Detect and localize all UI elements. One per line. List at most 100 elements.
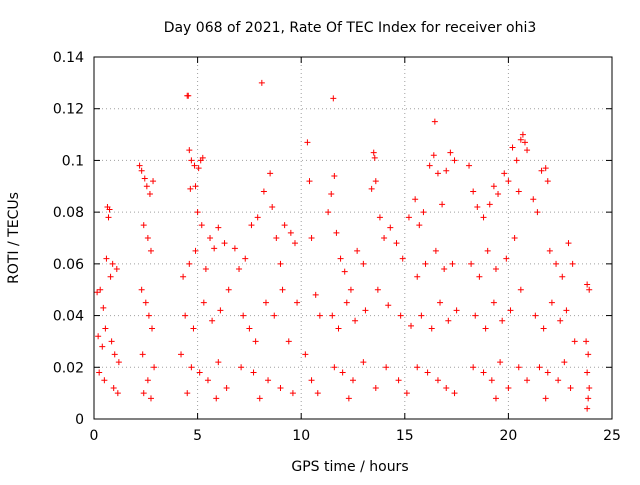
y-tick-label: 0.06	[53, 257, 84, 273]
data-point	[115, 359, 122, 366]
data-point	[178, 351, 185, 358]
data-point	[484, 247, 491, 254]
data-point	[513, 157, 520, 164]
data-point	[565, 240, 572, 247]
data-point	[150, 178, 157, 185]
data-point	[287, 229, 294, 236]
data-point	[246, 325, 253, 332]
data-point	[138, 167, 145, 174]
data-point	[443, 167, 450, 174]
data-point	[553, 260, 560, 267]
data-point	[585, 395, 592, 402]
data-point	[480, 369, 487, 376]
data-point	[385, 302, 392, 309]
data-point	[335, 325, 342, 332]
data-point	[505, 178, 512, 185]
data-point	[431, 118, 438, 125]
data-point	[325, 209, 332, 216]
data-point	[199, 154, 206, 161]
data-point	[330, 95, 337, 102]
data-point	[107, 273, 114, 280]
data-point	[524, 147, 531, 154]
data-point	[530, 196, 537, 203]
data-point	[149, 325, 156, 332]
data-point	[451, 390, 458, 397]
data-point	[254, 214, 261, 221]
data-point	[140, 222, 147, 229]
data-point	[557, 317, 564, 324]
data-point	[414, 273, 421, 280]
data-point	[534, 209, 541, 216]
scatter-points	[94, 79, 593, 412]
data-point	[428, 325, 435, 332]
data-point	[561, 359, 568, 366]
data-point	[486, 201, 493, 208]
data-point	[563, 307, 570, 314]
data-point	[312, 291, 319, 298]
data-point	[188, 157, 195, 164]
data-point	[468, 260, 475, 267]
data-point	[453, 307, 460, 314]
y-tick-label: 0.02	[53, 360, 84, 376]
data-point	[329, 312, 336, 319]
data-point	[188, 364, 195, 371]
data-point	[474, 203, 481, 210]
data-point	[343, 299, 350, 306]
data-point	[441, 266, 448, 273]
data-point	[422, 260, 429, 267]
data-point	[443, 384, 450, 391]
data-point	[101, 377, 108, 384]
x-tick-label: 20	[499, 428, 517, 444]
data-point	[515, 364, 522, 371]
data-point	[294, 299, 301, 306]
data-point	[223, 384, 230, 391]
data-point	[567, 384, 574, 391]
data-point	[289, 390, 296, 397]
data-point	[571, 338, 578, 345]
data-point	[316, 312, 323, 319]
data-point	[185, 92, 192, 99]
data-point	[236, 266, 243, 273]
data-point	[521, 139, 528, 146]
data-point	[225, 286, 232, 293]
data-point	[383, 364, 390, 371]
data-point	[136, 162, 143, 169]
data-point	[507, 307, 514, 314]
data-point	[285, 338, 292, 345]
data-point	[511, 235, 518, 241]
data-point	[291, 240, 298, 247]
data-point	[108, 338, 115, 345]
data-point	[113, 266, 120, 273]
data-point	[393, 240, 400, 247]
data-point	[371, 154, 378, 161]
data-point	[281, 222, 288, 229]
data-point	[432, 247, 439, 254]
data-point	[503, 255, 510, 262]
data-point	[480, 214, 487, 221]
data-point	[277, 260, 284, 267]
data-point	[211, 245, 218, 252]
data-point	[434, 377, 441, 384]
data-point	[198, 222, 205, 229]
data-point	[337, 255, 344, 262]
data-point	[308, 235, 315, 241]
data-point	[151, 364, 158, 371]
data-point	[100, 304, 107, 311]
x-tick-label: 25	[603, 428, 621, 444]
plot-frame	[93, 56, 613, 420]
grid-lines	[94, 57, 612, 419]
data-point	[279, 286, 286, 293]
y-tick-label: 0.1	[62, 153, 84, 169]
data-point	[114, 390, 121, 397]
data-point	[540, 325, 547, 332]
data-point	[147, 247, 154, 254]
x-tick-label: 15	[396, 428, 414, 444]
data-point	[370, 149, 377, 156]
data-point	[395, 377, 402, 384]
data-point	[532, 312, 539, 319]
data-point	[182, 312, 189, 319]
data-point	[372, 178, 379, 185]
x-tick-label: 0	[90, 428, 99, 444]
